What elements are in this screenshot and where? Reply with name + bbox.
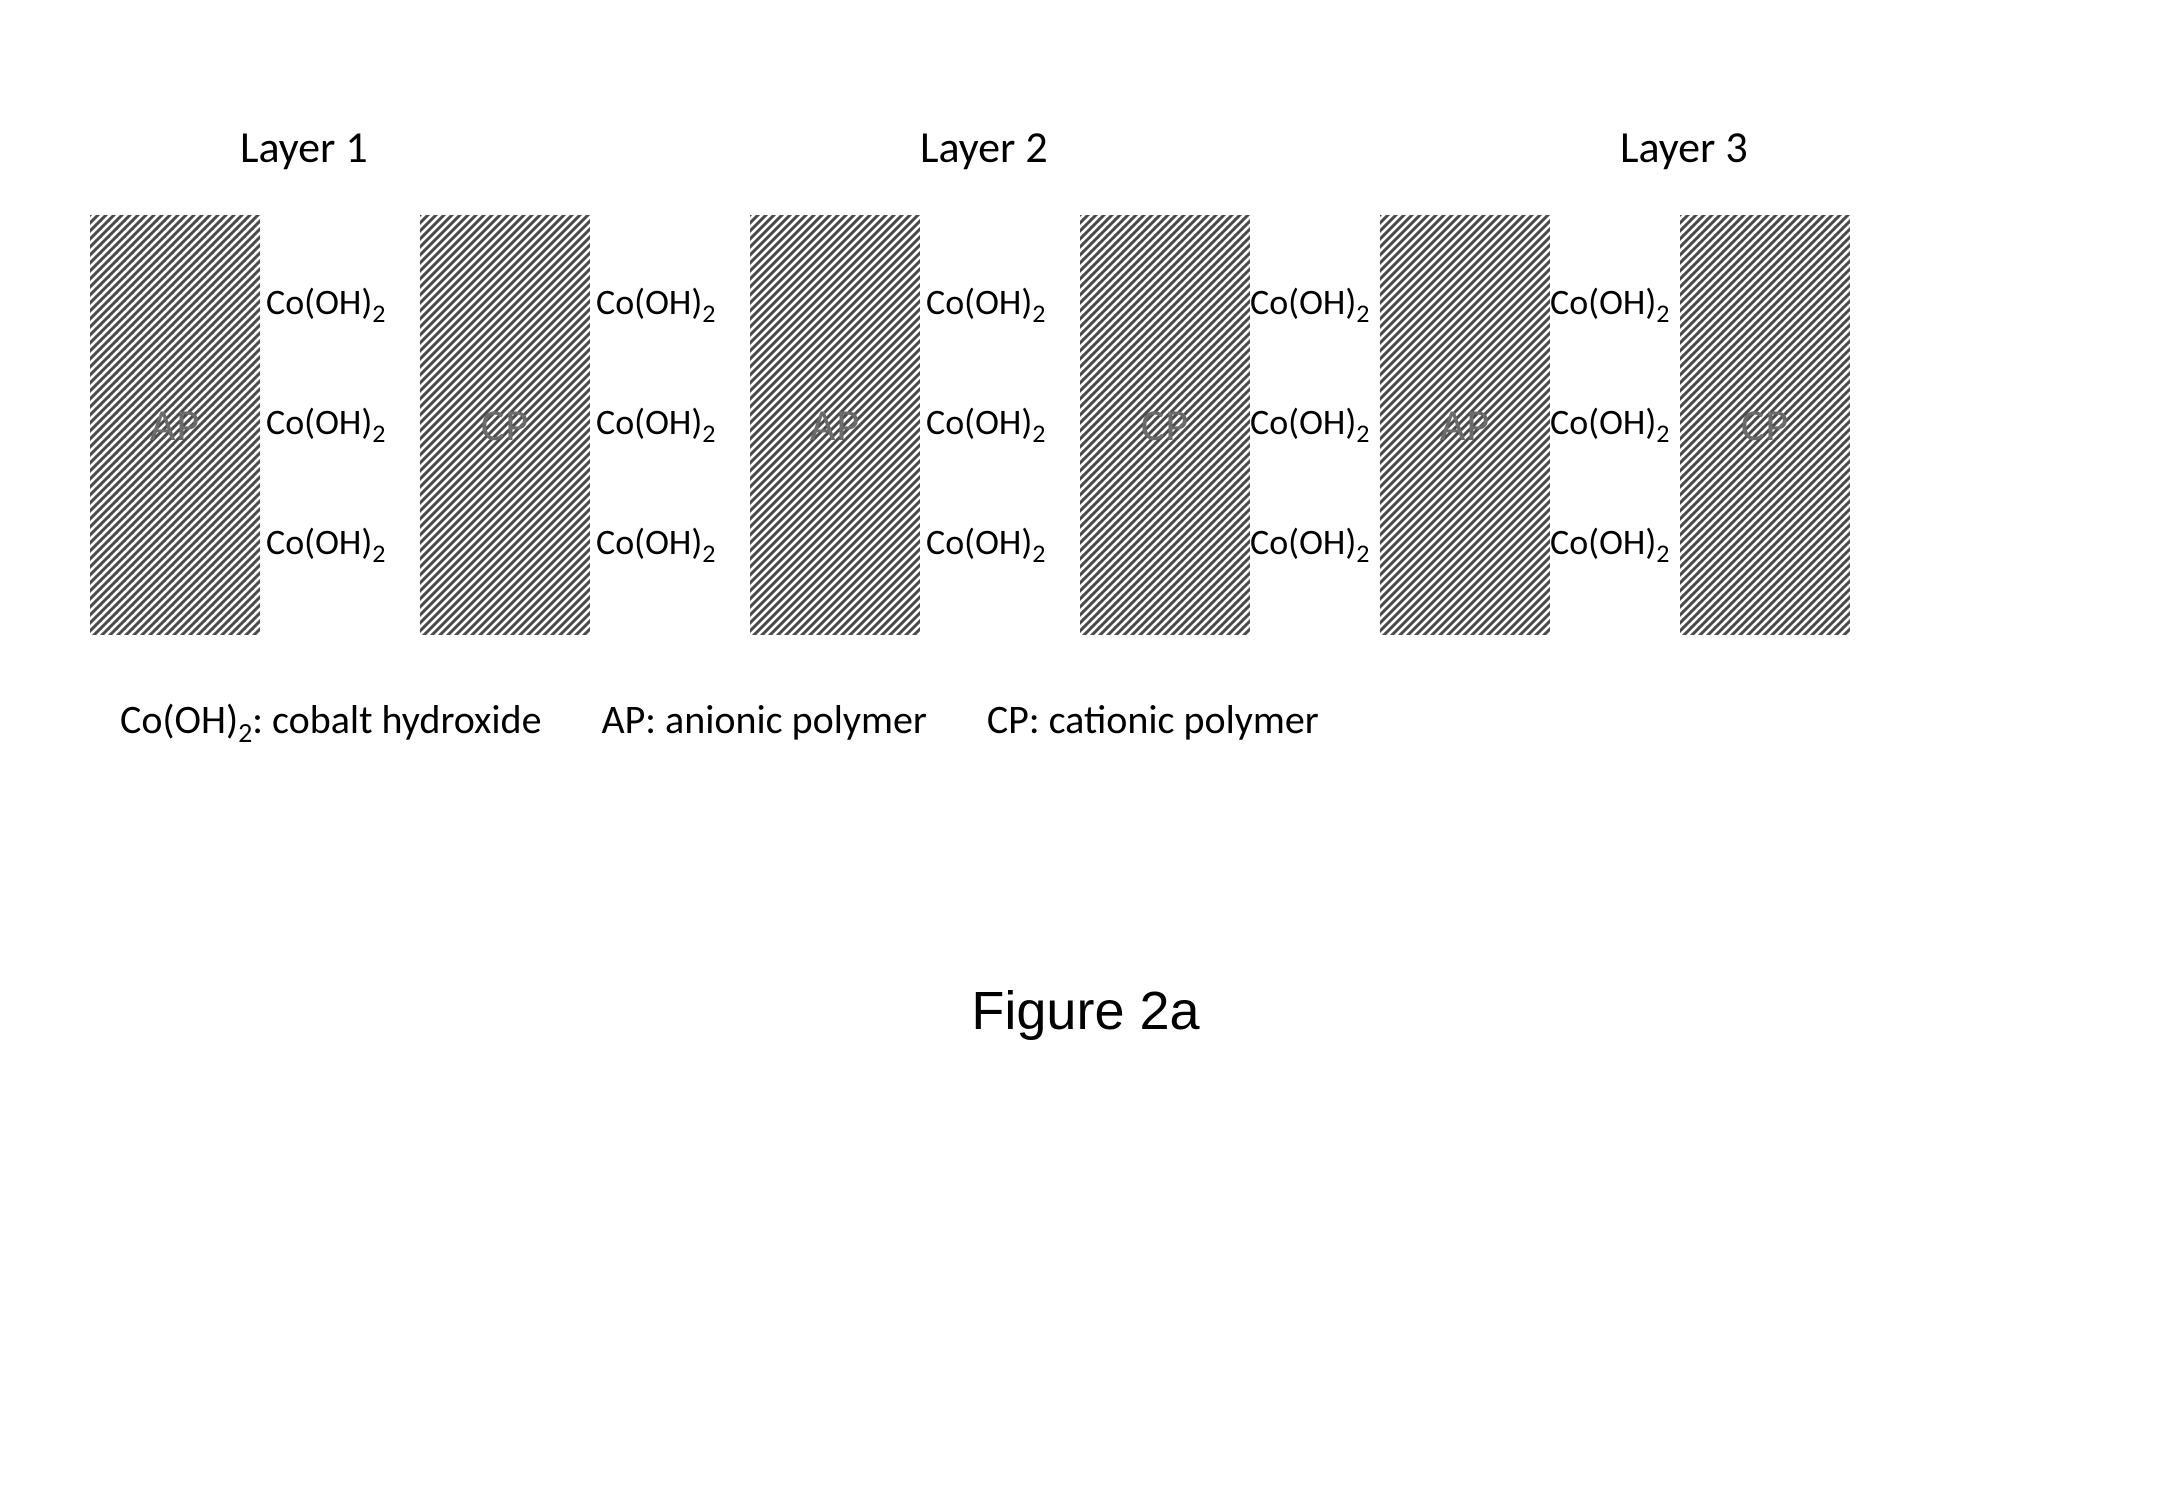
layer-headers: Layer 1 Layer 2 Layer 3 <box>90 120 2080 190</box>
formula: Co(OH)2 <box>1250 520 1380 569</box>
diagram-container: Layer 1 Layer 2 Layer 3 AP Co(OH)2 Co(OH… <box>90 120 2080 750</box>
interlayer-3: Co(OH)2 Co(OH)2 Co(OH)2 <box>920 215 1080 635</box>
formula: Co(OH)2 <box>596 520 750 569</box>
polymer-block-cp-3: CP <box>1680 215 1850 635</box>
block-label-cp: CP <box>481 398 529 452</box>
block-label-ap: AP <box>1440 398 1490 452</box>
legend-anionic-polymer: AP: anionic polymer <box>601 695 926 750</box>
polymer-block-cp-2: CP <box>1080 215 1250 635</box>
legend-cationic-polymer: CP: cationic polymer <box>987 695 1319 750</box>
block-label-cp: CP <box>1141 398 1189 452</box>
polymer-block-ap-1: AP <box>90 215 260 635</box>
interlayer-4: Co(OH)2 Co(OH)2 Co(OH)2 <box>1250 215 1380 635</box>
block-label-ap: AP <box>150 398 200 452</box>
formula: Co(OH)2 <box>926 520 1080 569</box>
formula: Co(OH)2 <box>596 400 750 449</box>
formula: Co(OH)2 <box>1250 280 1380 329</box>
formula: Co(OH)2 <box>266 400 420 449</box>
layer-1-label: Layer 1 <box>240 120 368 174</box>
polymer-block-ap-3: AP <box>1380 215 1550 635</box>
formula: Co(OH)2 <box>1550 520 1680 569</box>
polymer-block-cp-1: CP <box>420 215 590 635</box>
block-label-ap: AP <box>810 398 860 452</box>
formula: Co(OH)2 <box>266 280 420 329</box>
formula: Co(OH)2 <box>1550 400 1680 449</box>
polymer-block-ap-2: AP <box>750 215 920 635</box>
block-label-cp: CP <box>1741 398 1789 452</box>
formula: Co(OH)2 <box>926 280 1080 329</box>
layer-3-label: Layer 3 <box>1620 120 1748 174</box>
interlayer-1: Co(OH)2 Co(OH)2 Co(OH)2 <box>260 215 420 635</box>
formula: Co(OH)2 <box>596 280 750 329</box>
interlayer-5: Co(OH)2 Co(OH)2 Co(OH)2 <box>1550 215 1680 635</box>
interlayer-2: Co(OH)2 Co(OH)2 Co(OH)2 <box>590 215 750 635</box>
diagram-row: AP Co(OH)2 Co(OH)2 Co(OH)2 CP Co(OH)2 Co… <box>90 215 2080 635</box>
layer-2-label: Layer 2 <box>920 120 1048 174</box>
formula: Co(OH)2 <box>926 400 1080 449</box>
legend: Co(OH)2: cobalt hydroxide AP: anionic po… <box>90 695 2080 750</box>
formula: Co(OH)2 <box>1550 280 1680 329</box>
legend-cobalt-hydroxide: Co(OH)2: cobalt hydroxide <box>120 695 541 750</box>
formula: Co(OH)2 <box>1250 400 1380 449</box>
formula: Co(OH)2 <box>266 520 420 569</box>
figure-caption: Figure 2a <box>0 980 2171 1042</box>
